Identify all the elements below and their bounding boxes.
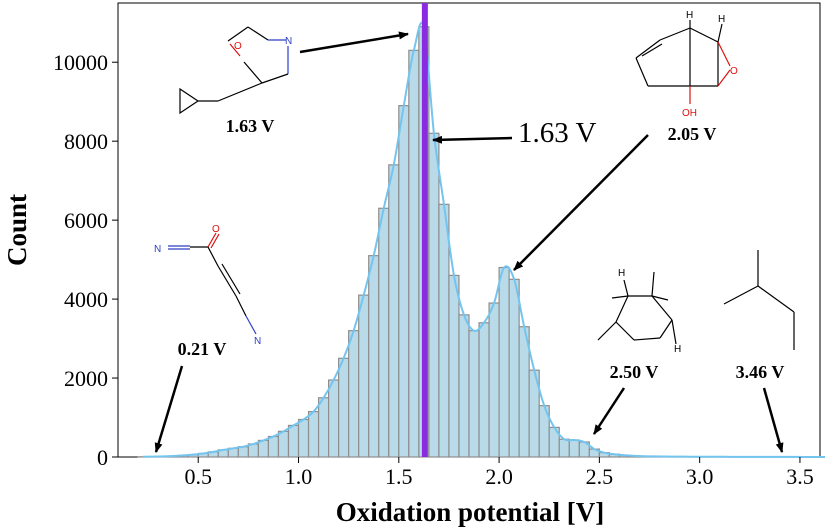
cyano-nitrogen-atom-2: N: [254, 336, 261, 347]
histogram-bar: [297, 418, 310, 458]
x-tick-label: 1.5: [385, 464, 413, 489]
annotation-label-3: 0.21 V: [178, 339, 227, 359]
y-tick-label: 2000: [64, 366, 108, 391]
molecule-tricyclic-icon: [597, 271, 677, 345]
mean-line-label: 1.63 V: [518, 117, 596, 149]
histogram-bar: [468, 330, 480, 458]
histogram-bar: [257, 439, 270, 458]
y-tick-label: 0: [97, 445, 108, 470]
y-axis-title: Count: [2, 194, 32, 266]
x-tick-label: 0.5: [184, 464, 212, 489]
molecule-cyano-icon: [168, 232, 257, 335]
histogram-bar: [267, 435, 280, 458]
histogram-bar: [398, 105, 410, 458]
annotation-label-5: 3.46 V: [736, 362, 785, 382]
molecule-isopentane-icon: [723, 250, 795, 350]
x-tick-label: 2.0: [485, 464, 513, 489]
histogram-bar: [408, 49, 420, 458]
x-tick-label: 3.5: [786, 464, 814, 489]
y-tick-label: 4000: [64, 287, 108, 312]
histogram-bar: [368, 255, 380, 458]
histogram-bar: [388, 164, 400, 458]
histogram-bar: [448, 274, 460, 458]
histogram-bar: [328, 379, 340, 458]
mean-arrow: [432, 135, 513, 144]
oxazole-oxygen-atom: O: [234, 41, 242, 52]
histogram-bar: [458, 314, 470, 458]
kde-curve: [143, 21, 825, 458]
histogram-bar: [358, 294, 370, 458]
annotation-label-2: 2.05 V: [668, 124, 717, 144]
x-tick-label: 2.5: [586, 464, 614, 489]
histogram-bar: [558, 438, 570, 458]
histogram-bar: [508, 278, 520, 458]
cyano-oxygen-atom: O: [212, 224, 220, 235]
x-tick-label: 1.0: [285, 464, 313, 489]
y-tick-label: 10000: [53, 50, 108, 75]
x-axis-ticks: 0.5 1.0 1.5 2.0 2.5 3.0 3.5: [184, 457, 814, 489]
histogram-bar: [277, 430, 290, 458]
tricyclic-hydrogen-atom: H: [618, 268, 625, 279]
epoxide-hydroxyl-group: OH: [682, 108, 697, 119]
histogram-bar: [338, 357, 350, 458]
histogram-bar: [287, 424, 300, 458]
histogram-bar: [348, 330, 360, 458]
histogram-bar: [317, 397, 330, 458]
annotation-label-4: 2.50 V: [610, 362, 659, 382]
tricyclic-hydrogen-atom-2: H: [674, 344, 681, 355]
y-axis-ticks: 0 2000 4000 6000 8000 10000: [53, 50, 118, 470]
histogram-bar: [478, 322, 490, 458]
epoxide-oxygen-atom: O: [730, 66, 738, 77]
histogram-bar: [498, 266, 510, 458]
x-tick-label: 3.0: [686, 464, 714, 489]
annotation-arrow-4: [592, 387, 626, 435]
epoxide-hydrogen-atom: H: [686, 10, 693, 21]
annotation-arrow-2: [513, 134, 649, 271]
histogram-bar: [307, 411, 320, 458]
histogram-bar: [488, 302, 500, 458]
histogram-bar: [378, 207, 390, 458]
histogram-bar: [428, 132, 440, 458]
annotation-arrow-1: [299, 31, 409, 54]
histogram-bar: [438, 203, 450, 458]
epoxide-hydrogen-atom-2: H: [718, 14, 725, 25]
molecule-epoxide-icon: [635, 20, 731, 104]
molecule-oxazole-icon: [179, 26, 289, 115]
y-tick-label: 8000: [64, 129, 108, 154]
cyano-nitrogen-atom: N: [154, 244, 161, 255]
annotation-label-1: 1.63 V: [226, 116, 275, 136]
y-tick-label: 6000: [64, 208, 108, 233]
histogram-bar: [568, 439, 580, 458]
annotation-arrow-5: [762, 387, 784, 453]
oxazole-nitrogen-atom: N: [285, 36, 292, 47]
x-axis-title: Oxidation potential [V]: [336, 497, 605, 527]
annotation-arrow-3: [154, 365, 184, 453]
